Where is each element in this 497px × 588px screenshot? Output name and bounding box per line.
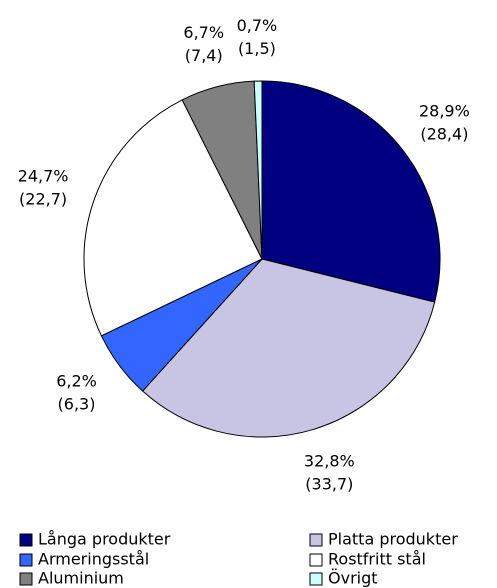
legend-swatch [309, 553, 323, 567]
pie-slice [261, 80, 441, 303]
value-label: 32,8% [304, 451, 355, 470]
legend-label: Aluminium [38, 569, 124, 588]
legend-swatch [19, 533, 33, 547]
legend-label: Armeringsstål [38, 550, 149, 569]
value-label: 28,9% [419, 102, 470, 121]
previous-value-label: (33,7) [305, 474, 353, 493]
legend-label: Platta produkter [328, 530, 458, 549]
legend-label: Rostfritt stål [328, 550, 426, 569]
previous-value-label: (22,7) [19, 189, 67, 208]
pie-slice [141, 258, 436, 438]
legend-swatch [19, 553, 33, 567]
value-label: 24,7% [18, 166, 69, 185]
value-label: 6,2% [56, 372, 97, 391]
previous-value-label: (28,4) [420, 125, 468, 144]
value-label: 6,7% [183, 23, 224, 42]
value-label: 0,7% [237, 16, 278, 35]
previous-value-label: (6,3) [58, 395, 96, 414]
legend-swatch [19, 572, 33, 586]
pie-slice [83, 99, 263, 337]
previous-value-label: (1,5) [238, 39, 276, 58]
previous-value-label: (7,4) [185, 46, 223, 65]
pie-slice [253, 80, 263, 260]
legend-swatch [309, 533, 323, 547]
legend-label: Långa produkter [38, 530, 171, 549]
legend-swatch [309, 572, 323, 586]
legend-label: Övrigt [328, 569, 378, 588]
